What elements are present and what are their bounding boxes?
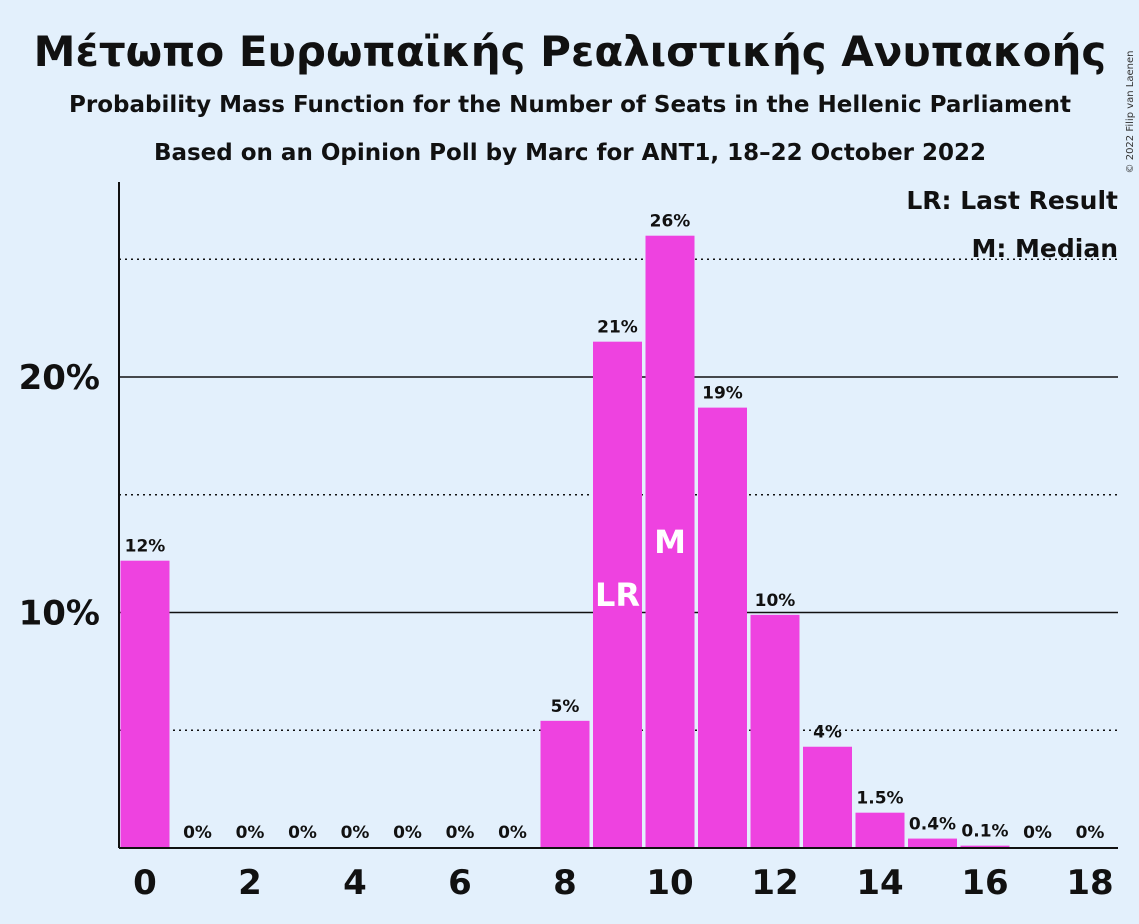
x-tick-4: 4 — [343, 863, 367, 903]
data-label-seat-3: 0% — [288, 823, 317, 843]
chart-title: Μέτωπο Ευρωπαϊκής Ρεαλιστικής Ανυπακοής — [34, 27, 1107, 76]
chart-subtitle-2: Based on an Opinion Poll by Marc for ANT… — [154, 140, 986, 166]
data-label-seat-2: 0% — [236, 823, 265, 843]
x-tick-18: 18 — [1066, 863, 1113, 903]
x-tick-16: 16 — [961, 863, 1008, 903]
data-label-seat-4: 0% — [341, 823, 370, 843]
data-label-seat-18: 0% — [1076, 823, 1105, 843]
bar-seat-15 — [908, 838, 957, 848]
data-label-seat-11: 19% — [702, 384, 743, 404]
x-tick-8: 8 — [553, 863, 577, 903]
data-label-seat-1: 0% — [183, 823, 212, 843]
x-tick-6: 6 — [448, 863, 472, 903]
data-label-seat-8: 5% — [551, 697, 580, 717]
bar-seat-9 — [593, 341, 642, 848]
data-label-seat-0: 12% — [125, 537, 166, 557]
median-marker: M — [654, 523, 686, 561]
data-label-seat-6: 0% — [446, 823, 475, 843]
x-tick-0: 0 — [133, 863, 157, 903]
data-label-seat-12: 10% — [755, 591, 796, 611]
bars — [120, 235, 1010, 848]
last-result-marker: LR — [595, 576, 640, 614]
bar-seat-14 — [855, 812, 905, 848]
legend-last-result: LR: Last Result — [906, 186, 1118, 215]
x-tick-12: 12 — [751, 863, 798, 903]
bar-seat-13 — [803, 746, 852, 848]
data-label-seat-5: 0% — [393, 823, 422, 843]
data-label-seat-9: 21% — [597, 318, 638, 338]
y-tick-20: 20% — [19, 358, 100, 398]
data-label-seat-10: 26% — [650, 212, 691, 232]
y-tick-10: 10% — [19, 594, 100, 634]
data-label-seat-16: 0.1% — [961, 822, 1008, 842]
bar-seat-11 — [698, 407, 747, 848]
chart-subtitle-1: Probability Mass Function for the Number… — [69, 92, 1071, 118]
data-label-seat-13: 4% — [813, 723, 842, 743]
bar-seat-8 — [540, 720, 590, 848]
x-tick-10: 10 — [646, 863, 693, 903]
bar-seat-16 — [960, 845, 1010, 848]
bar-seat-0 — [120, 560, 170, 848]
x-tick-14: 14 — [856, 863, 903, 903]
data-label-seat-7: 0% — [498, 823, 527, 843]
y-axis-ticks: 10% 20% — [19, 358, 100, 634]
data-label-seat-17: 0% — [1023, 823, 1052, 843]
x-tick-2: 2 — [238, 863, 262, 903]
bar-seat-12 — [750, 614, 800, 848]
legend-median: M: Median — [971, 234, 1118, 263]
copyright-text: © 2022 Filip van Laenen — [1125, 51, 1136, 174]
data-labels: 12% 0% 0% 0% 0% 0% 0% 0% 5% 21% 26% 19% 10% 4% 1.5% 0.4… — [125, 212, 1105, 843]
bar-seat-10 — [645, 235, 695, 848]
x-axis-ticks: 0 2 4 6 8 10 12 14 16 18 — [133, 863, 1114, 903]
data-label-seat-15: 0.4% — [909, 815, 956, 835]
data-label-seat-14: 1.5% — [856, 789, 903, 809]
